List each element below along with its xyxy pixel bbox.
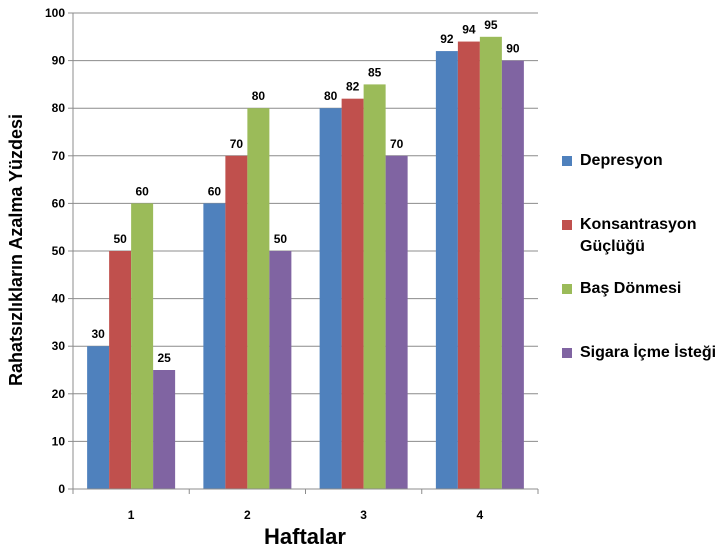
data-label: 50	[113, 232, 127, 246]
bar	[501, 60, 524, 489]
bar	[479, 36, 502, 490]
bar	[385, 155, 408, 490]
data-label: 90	[506, 42, 520, 56]
data-label: 85	[368, 65, 382, 79]
data-label: 80	[252, 89, 266, 103]
x-tick-label: 4	[477, 508, 484, 522]
data-label: 60	[135, 184, 149, 198]
x-tick-label: 3	[360, 508, 367, 522]
y-tick-label: 100	[45, 6, 65, 20]
bar	[457, 41, 480, 490]
data-label: 50	[274, 232, 288, 246]
y-tick-label: 40	[52, 292, 66, 306]
legend-item: Konsantrasyon Güçlüğü	[562, 214, 717, 278]
legend-item: Depresyon	[562, 150, 717, 214]
bar	[319, 108, 342, 489]
data-label: 70	[230, 137, 244, 151]
bar	[87, 346, 110, 489]
data-label: 95	[484, 18, 498, 32]
data-label: 60	[208, 184, 222, 198]
bar	[341, 98, 364, 490]
y-tick-label: 0	[58, 482, 65, 496]
bars	[87, 36, 524, 490]
legend-swatch	[562, 348, 572, 358]
bar	[247, 108, 270, 489]
legend-swatch	[562, 284, 572, 294]
x-tick-label: 1	[128, 508, 135, 522]
y-axis-title: Rahatsızlıkların Azalma Yüzdesi	[6, 114, 26, 386]
data-labels: 30 50 60 25 60 70 80 50 80 82 85 70 92 94 95 90	[91, 18, 519, 365]
legend-item: Sigara İçme İsteği	[562, 342, 717, 406]
legend: Depresyon Konsantrasyon Güçlüğü Baş Dönm…	[562, 150, 717, 406]
data-label: 70	[390, 137, 404, 151]
legend-label: Baş Dönmesi	[580, 280, 682, 297]
bar	[269, 251, 292, 489]
y-tick-label: 10	[52, 434, 66, 448]
y-tick-label: 30	[52, 339, 66, 353]
y-tick-labels: 0 10 20 30 40 50 60 70 80 90 100	[45, 6, 65, 496]
bar	[109, 251, 132, 489]
bar	[153, 370, 176, 489]
legend-label: Konsantrasyon Güçlüğü	[580, 216, 697, 255]
y-tick-label: 90	[52, 54, 66, 68]
legend-item: Baş Dönmesi	[562, 278, 717, 342]
data-label: 82	[346, 80, 360, 94]
bar	[435, 51, 458, 490]
legend-swatch	[562, 156, 572, 166]
y-tick-label: 20	[52, 387, 66, 401]
x-tick-label: 2	[244, 508, 251, 522]
y-tick-label: 50	[52, 244, 66, 258]
bar	[203, 203, 226, 489]
axes	[72, 13, 539, 494]
y-tick-label: 60	[52, 196, 66, 210]
bar	[131, 203, 154, 489]
legend-label: Sigara İçme İsteği	[580, 344, 717, 361]
data-label: 94	[462, 23, 476, 37]
data-label: 80	[324, 89, 338, 103]
legend-label: Depresyon	[580, 152, 663, 169]
x-axis-title: Haftalar	[264, 524, 346, 549]
bar	[225, 155, 248, 490]
bar	[363, 84, 386, 490]
data-label: 25	[157, 351, 171, 365]
y-tick-label: 70	[52, 149, 66, 163]
data-label: 30	[91, 327, 105, 341]
data-label: 92	[440, 32, 454, 46]
x-tick-labels: 1 2 3 4	[128, 508, 484, 522]
y-tick-label: 80	[52, 101, 66, 115]
legend-swatch	[562, 220, 572, 230]
